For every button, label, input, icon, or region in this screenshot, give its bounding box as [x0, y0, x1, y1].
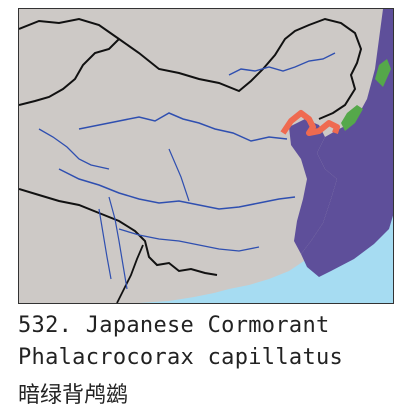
river-central — [168, 148, 190, 202]
range-map-svg — [19, 9, 393, 303]
range-breeding-east — [341, 105, 363, 131]
country-border-north — [19, 17, 363, 120]
range-resident-bohai — [289, 119, 337, 254]
range-resident-area — [301, 9, 393, 277]
river-west — [38, 128, 110, 170]
river-north — [228, 52, 336, 76]
caption-scientific-name: Phalacrocorax capillatus — [18, 345, 344, 370]
caption-chinese-name: 暗绿背鸬鹚 — [18, 383, 129, 408]
caption-species-number-and-english-name: 532. Japanese Cormorant — [18, 313, 330, 338]
range-winter-coast — [280, 110, 340, 136]
river-southwest-2 — [98, 208, 112, 280]
river-southwest-1 — [108, 196, 128, 290]
range-breeding-north — [375, 59, 391, 87]
country-border-south — [19, 188, 218, 276]
river-south — [118, 228, 260, 252]
river-yangtze — [58, 168, 296, 210]
range-map — [18, 8, 394, 304]
province-border — [116, 244, 144, 303]
country-border-west — [19, 38, 120, 106]
river-yellow — [78, 112, 288, 142]
